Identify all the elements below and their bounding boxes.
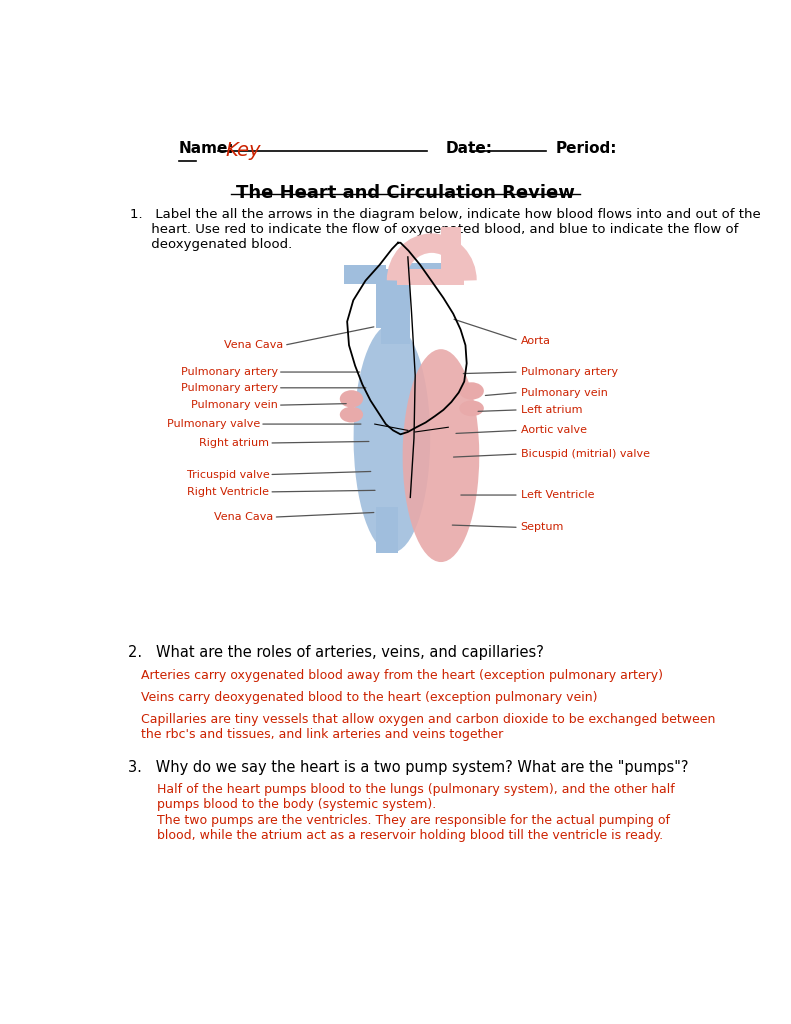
Ellipse shape [340, 390, 363, 408]
Text: Date:: Date: [445, 141, 492, 156]
Text: Period:: Period: [555, 141, 617, 156]
Ellipse shape [403, 349, 479, 562]
Text: Bicuspid (mitrial) valve: Bicuspid (mitrial) valve [520, 450, 649, 459]
Bar [441, 227, 460, 281]
Text: Tricuspid valve: Tricuspid valve [187, 470, 269, 479]
Text: Pulmonary artery: Pulmonary artery [181, 367, 278, 377]
Text: Aortic valve: Aortic valve [520, 425, 587, 435]
Ellipse shape [460, 400, 484, 416]
Text: The two pumps are the ventricles. They are responsible for the actual pumping of: The two pumps are the ventricles. They a… [157, 814, 670, 843]
Text: Name:: Name: [179, 141, 234, 156]
Text: The Heart and Circulation Review: The Heart and Circulation Review [236, 184, 575, 203]
Text: Septum: Septum [520, 522, 564, 532]
Text: Pulmonary vein: Pulmonary vein [191, 400, 278, 411]
Text: Pulmonary valve: Pulmonary valve [167, 419, 260, 429]
Ellipse shape [354, 324, 430, 553]
Text: Pulmonary artery: Pulmonary artery [181, 383, 278, 393]
Text: Capillaries are tiny vessels that allow oxygen and carbon dioxide to be exchange: Capillaries are tiny vessels that allow … [141, 713, 715, 740]
Text: 3.   Why do we say the heart is a two pump system? What are the "pumps"?: 3. Why do we say the heart is a two pump… [128, 760, 689, 775]
Bar [381, 268, 411, 344]
Bar [404, 263, 450, 281]
Text: Pulmonary vein: Pulmonary vein [520, 387, 607, 397]
Text: Veins carry deoxygenated blood to the heart (exception pulmonary vein): Veins carry deoxygenated blood to the he… [141, 690, 597, 703]
Text: Arteries carry oxygenated blood away from the heart (exception pulmonary artery): Arteries carry oxygenated blood away fro… [141, 669, 663, 682]
Bar [376, 507, 398, 553]
Text: Half of the heart pumps blood to the lungs (pulmonary system), and the other hal: Half of the heart pumps blood to the lun… [157, 782, 675, 811]
Text: Left Ventricle: Left Ventricle [520, 490, 594, 500]
Text: 1.   Label the all the arrows in the diagram below, indicate how blood flows int: 1. Label the all the arrows in the diagr… [130, 208, 760, 251]
Ellipse shape [460, 382, 484, 399]
Bar [376, 281, 398, 328]
Text: Right Ventricle: Right Ventricle [187, 486, 269, 497]
Text: Vena Cava: Vena Cava [214, 512, 274, 522]
Text: Key: Key [225, 141, 261, 160]
Text: Pulmonary artery: Pulmonary artery [520, 367, 618, 377]
Text: 2.   What are the roles of arteries, veins, and capillaries?: 2. What are the roles of arteries, veins… [128, 645, 544, 659]
Text: Vena Cava: Vena Cava [224, 340, 283, 350]
Bar [344, 265, 386, 284]
Text: Right atrium: Right atrium [199, 438, 269, 449]
Ellipse shape [340, 407, 363, 423]
Text: Left atrium: Left atrium [520, 404, 582, 415]
Bar [397, 268, 464, 285]
Text: Aorta: Aorta [520, 336, 551, 345]
